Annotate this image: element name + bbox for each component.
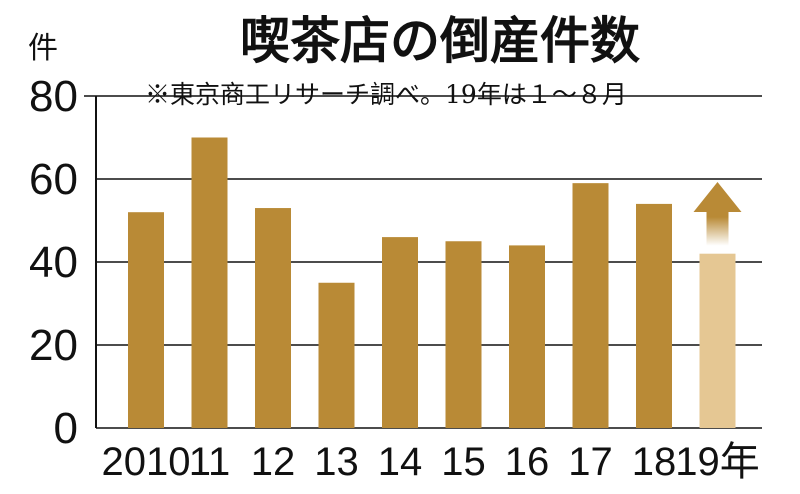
bar (128, 212, 164, 428)
bar (509, 245, 545, 428)
x-tick-label: 17 (568, 440, 613, 484)
x-tick-label: 14 (378, 440, 423, 484)
up-arrow-icon (693, 182, 742, 246)
y-unit-label: 件 (28, 31, 58, 66)
y-tick-label: 40 (29, 238, 78, 287)
x-tick-label: 11 (189, 440, 231, 484)
source-note: ※東京商工リサーチ調べ。19年は１～８月 (145, 80, 627, 109)
increase-arrow-icon (693, 182, 742, 246)
bars (128, 137, 736, 428)
x-tick-label: 18 (632, 440, 677, 484)
x-tick-label: 13 (314, 440, 359, 484)
bar (445, 241, 482, 428)
x-tick-label: 2010 (102, 440, 191, 484)
y-tick-label: 20 (29, 321, 78, 370)
x-tick-label: 19年 (675, 440, 760, 484)
bar (572, 183, 609, 428)
bar (636, 203, 672, 428)
bar (191, 137, 228, 428)
chart-title: 喫茶店の倒産件数 (240, 12, 640, 70)
x-tick-label: 12 (251, 440, 296, 484)
x-tick-label: 15 (441, 440, 486, 484)
bar (255, 208, 291, 428)
x-tick-label: 16 (505, 440, 550, 484)
y-tick-label: 0 (54, 404, 78, 453)
y-tick-labels: 0 20 40 60 80 (29, 72, 78, 453)
y-tick-label: 80 (29, 72, 78, 121)
y-tick-label: 60 (29, 155, 78, 204)
bar (318, 282, 355, 428)
bar (382, 237, 418, 428)
bar-partial-year (699, 253, 736, 428)
